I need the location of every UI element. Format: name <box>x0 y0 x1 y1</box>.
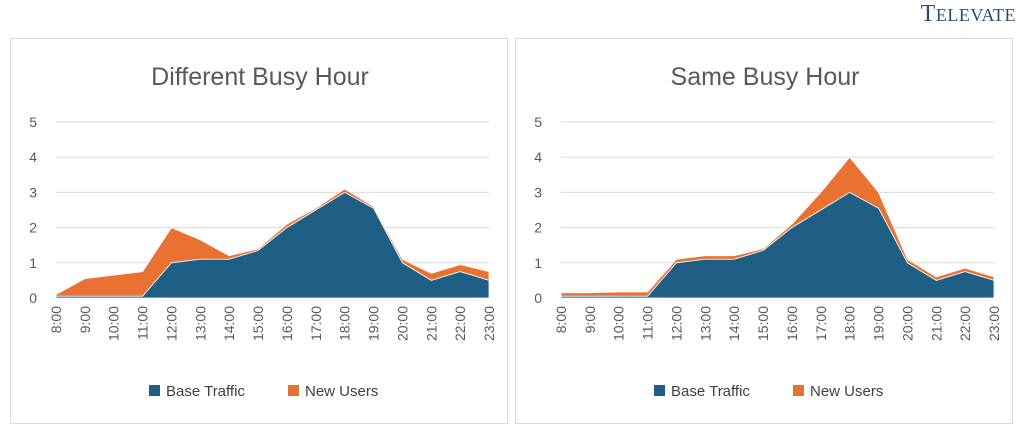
x-tick-label: 20:00 <box>899 306 915 341</box>
chart-different-busy-hour: Different Busy Hour 0 1 2 3 4 5 8:00 9:00 10:00 11… <box>29 63 497 400</box>
legend-label-new-users: New Users <box>810 383 883 400</box>
y-tick-label: 4 <box>29 149 37 165</box>
x-tick-label: 19:00 <box>871 306 887 341</box>
x-tick-label: 12:00 <box>668 306 684 341</box>
chart-panel-different-busy-hour: Different Busy Hour 0 1 2 3 4 5 8:00 9:00 10:00 11… <box>10 38 508 424</box>
y-tick-label: 1 <box>534 255 542 271</box>
chart-panel-same-busy-hour: Same Busy Hour 0 1 2 3 4 5 8:00 9:00 10:00 11:00 12… <box>515 38 1013 424</box>
y-tick-label: 5 <box>29 114 37 130</box>
x-tick-label: 12:00 <box>163 306 179 341</box>
legend-label-new-users: New Users <box>305 383 378 400</box>
x-tick-label: 17:00 <box>813 306 829 341</box>
x-tick-label: 17:00 <box>308 306 324 341</box>
y-tick-label: 0 <box>534 290 542 306</box>
y-tick-label: 2 <box>29 220 37 236</box>
x-tick-label: 14:00 <box>221 306 237 341</box>
x-tick-label: 9:00 <box>582 306 598 333</box>
x-tick-label: 23:00 <box>986 306 1002 341</box>
x-tick-label: 10:00 <box>106 306 122 341</box>
y-tick-label: 3 <box>29 184 37 200</box>
x-tick-label: 18:00 <box>842 306 858 341</box>
x-tick-label: 9:00 <box>77 306 93 333</box>
x-tick-label: 18:00 <box>337 306 353 341</box>
x-tick-label: 10:00 <box>611 306 627 341</box>
x-tick-label: 22:00 <box>452 306 468 341</box>
x-tick-label: 15:00 <box>250 306 266 341</box>
x-tick-label: 22:00 <box>957 306 973 341</box>
legend-label-base-traffic: Base Traffic <box>671 383 750 400</box>
legend-swatch-new-users <box>288 385 299 396</box>
x-tick-label: 14:00 <box>726 306 742 341</box>
legend-swatch-base-traffic <box>654 385 665 396</box>
x-tick-label: 21:00 <box>423 306 439 341</box>
legend-label-base-traffic: Base Traffic <box>166 383 245 400</box>
televate-logo: TELEVATE <box>921 1 1016 28</box>
y-tick-label: 4 <box>534 149 542 165</box>
x-tick-label: 21:00 <box>928 306 944 341</box>
y-tick-label: 3 <box>534 184 542 200</box>
x-tick-label: 8:00 <box>48 306 64 333</box>
x-tick-label: 13:00 <box>192 306 208 341</box>
y-tick-label: 5 <box>534 114 542 130</box>
legend-swatch-new-users <box>793 385 804 396</box>
y-tick-label: 0 <box>29 290 37 306</box>
y-tick-label: 2 <box>534 220 542 236</box>
x-tick-label: 11:00 <box>640 306 656 340</box>
x-tick-label: 8:00 <box>553 306 569 333</box>
series-area-base-traffic <box>560 191 995 299</box>
x-tick-label: 20:00 <box>394 306 410 341</box>
x-tick-label: 23:00 <box>481 306 497 341</box>
chart-title: Different Busy Hour <box>151 63 369 91</box>
series-area-base-traffic <box>55 191 490 299</box>
x-tick-label: 16:00 <box>279 306 295 341</box>
chart-title: Same Busy Hour <box>671 63 860 91</box>
chart-same-busy-hour: Same Busy Hour 0 1 2 3 4 5 8:00 9:00 10:00 11:00 12… <box>534 63 1002 400</box>
y-tick-label: 1 <box>29 255 37 271</box>
legend-swatch-base-traffic <box>149 385 160 396</box>
x-tick-label: 13:00 <box>697 306 713 341</box>
x-tick-label: 19:00 <box>366 306 382 341</box>
logo-text: TELEVATE <box>920 1 1016 27</box>
x-tick-label: 11:00 <box>135 306 151 340</box>
x-tick-label: 15:00 <box>755 306 771 341</box>
x-tick-label: 16:00 <box>784 306 800 341</box>
